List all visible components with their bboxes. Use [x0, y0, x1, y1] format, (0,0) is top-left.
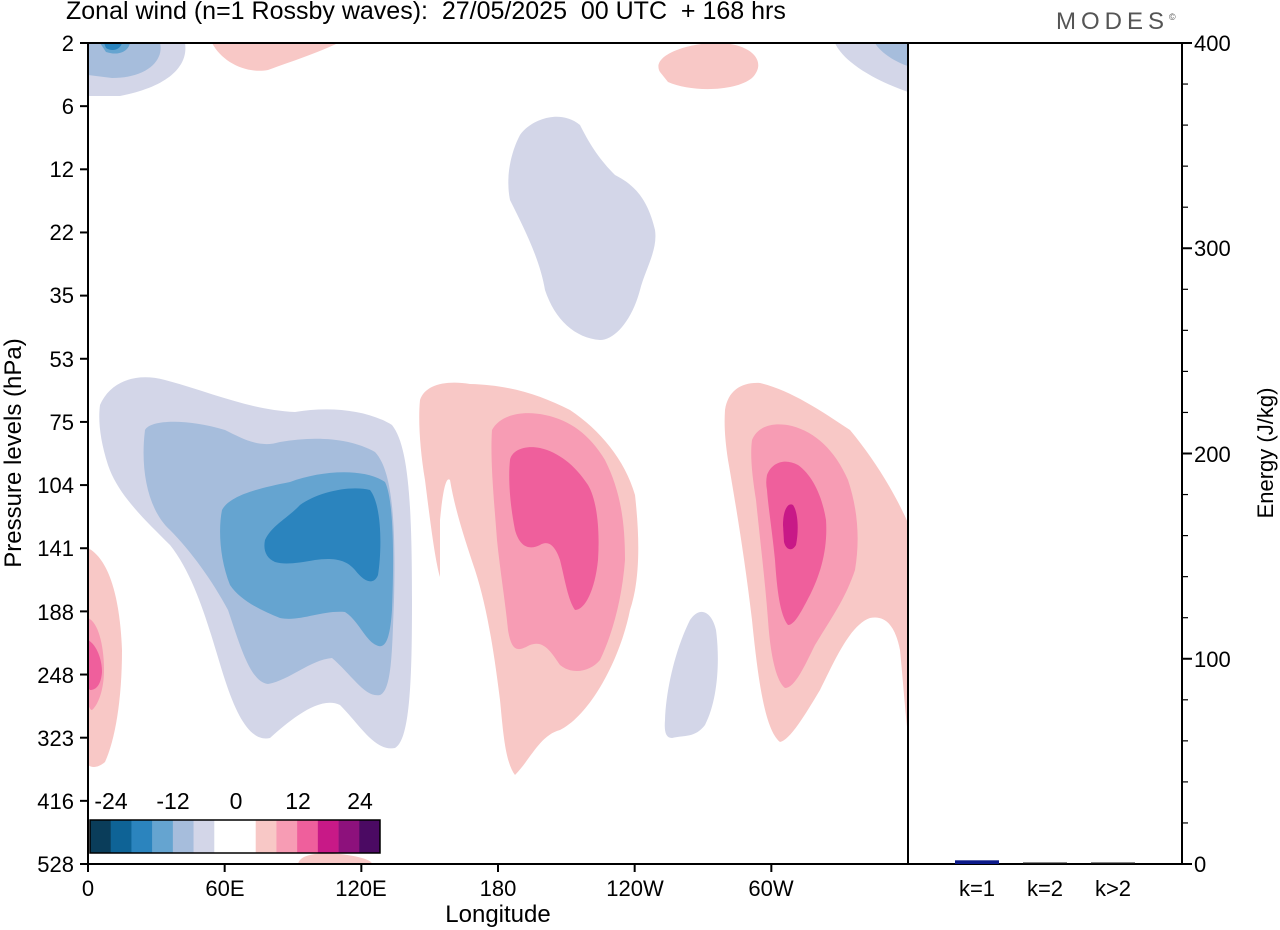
- y-axis-label: Pressure levels (hPa): [0, 338, 27, 567]
- modes-logo: MODES©: [1056, 8, 1176, 36]
- bar-category-label: k=2: [1027, 876, 1063, 901]
- y-tick-label: 141: [37, 536, 74, 561]
- colorbar-cell: [235, 820, 257, 853]
- x-tick-label: 60E: [205, 876, 244, 901]
- colorbar-cell: [276, 820, 298, 853]
- contour-red-3: [783, 504, 798, 550]
- colorbar-cell: [338, 820, 360, 853]
- colorbar-tick-label: 0: [230, 788, 243, 814]
- y-tick-label: 248: [37, 663, 74, 688]
- energy-tick-label: 400: [1194, 31, 1231, 56]
- energy-bar: [1023, 862, 1067, 864]
- colorbar-cell: [172, 820, 194, 853]
- colorbar-tick-label: -12: [156, 788, 189, 814]
- colorbar-tick-label: 24: [347, 788, 373, 814]
- energy-bar: [1091, 862, 1135, 864]
- bar-category-label: k=1: [959, 876, 995, 901]
- colorbar-cell: [110, 820, 132, 853]
- y-tick-label: 12: [50, 157, 74, 182]
- colorbar-cell: [317, 820, 339, 853]
- contour-blue-0: [875, 43, 908, 66]
- brand-text: MODES: [1056, 8, 1170, 35]
- energy-tick-label: 300: [1194, 236, 1231, 261]
- energy-bar: [955, 860, 999, 864]
- colorbar-cell: [255, 820, 277, 853]
- y-tick-label: 6: [62, 94, 74, 119]
- contour-red-min: [88, 548, 122, 767]
- colorbar-cell: [90, 820, 112, 853]
- y-tick-label: 2: [62, 31, 74, 56]
- colorbar: [89, 819, 381, 854]
- contour-red-2: [509, 447, 599, 610]
- colorbar-tick-label: 12: [285, 788, 311, 814]
- energy-tick-label: 0: [1194, 852, 1206, 877]
- pressure-axis: [80, 42, 88, 865]
- y-tick-label: 75: [50, 410, 74, 435]
- colorbar-cell: [359, 820, 381, 853]
- brand-mark: ©: [1169, 12, 1176, 22]
- colorbar-cell: [152, 820, 174, 853]
- y-tick-label: 188: [37, 600, 74, 625]
- y-tick-label: 416: [37, 789, 74, 814]
- contour-blue-2: [264, 488, 381, 582]
- chart-title: Zonal wind (n=1 Rossby waves): 27/05/202…: [66, 0, 786, 25]
- contour-blue-2: [104, 43, 122, 51]
- energy-axis-label: Energy (J/kg): [1253, 388, 1278, 519]
- colorbar-cell: [193, 820, 215, 853]
- colorbar-cell: [297, 820, 319, 853]
- y-tick-label: 35: [50, 283, 74, 308]
- colorbar-cell: [131, 820, 153, 853]
- bar-category-label: k>2: [1095, 876, 1131, 901]
- y-tick-label: 323: [37, 726, 74, 751]
- contour-blue-min: [508, 116, 656, 340]
- contour-red-2: [88, 640, 102, 690]
- contour-red-min: [212, 43, 338, 71]
- x-tick-label: 120E: [335, 876, 386, 901]
- colorbar-frame: [89, 819, 381, 854]
- x-tick-label: 0: [82, 876, 94, 901]
- x-axis-label: Longitude: [445, 901, 550, 928]
- longitude-axis: [87, 864, 773, 872]
- energy-bars: [955, 860, 1135, 864]
- y-tick-label: 528: [37, 852, 74, 877]
- colorbar-tick-label: -24: [94, 788, 127, 814]
- contour-red-min: [658, 43, 759, 89]
- x-tick-label: 60W: [748, 876, 793, 901]
- energy-axis-ticks: [1182, 42, 1192, 865]
- contour-field: [88, 43, 908, 864]
- x-tick-label: 120W: [606, 876, 664, 901]
- x-tick-label: 180: [480, 876, 517, 901]
- y-tick-label: 104: [37, 473, 74, 498]
- energy-tick-label: 200: [1194, 442, 1231, 467]
- y-tick-label: 53: [50, 347, 74, 372]
- y-tick-label: 22: [50, 220, 74, 245]
- energy-tick-label: 100: [1194, 647, 1231, 672]
- contour-red-min: [298, 853, 372, 864]
- colorbar-cell: [214, 820, 236, 853]
- contour-blue-min: [664, 611, 718, 738]
